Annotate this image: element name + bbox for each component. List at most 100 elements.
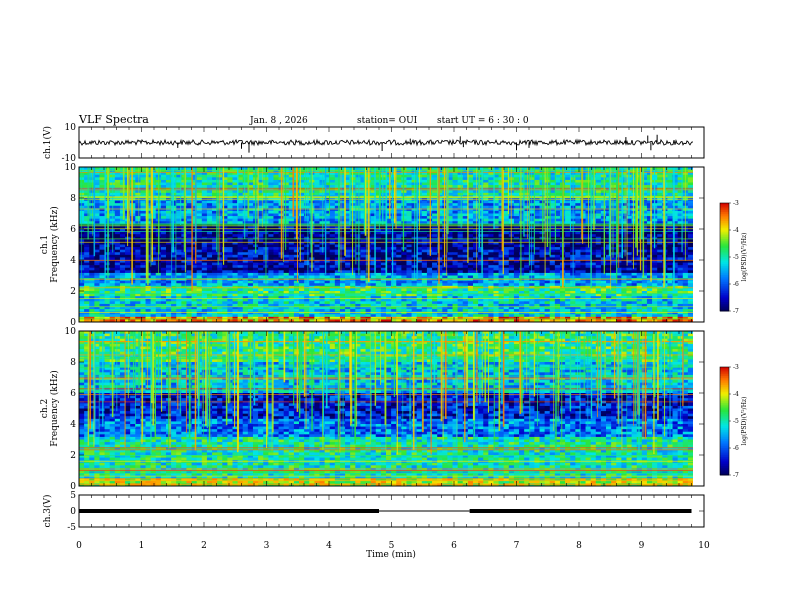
spectrogram-cell bbox=[636, 254, 643, 258]
spectrogram-cell bbox=[150, 226, 157, 230]
spectrogram-cell bbox=[324, 231, 331, 235]
spectrogram-cell bbox=[165, 190, 172, 194]
spectrogram-cell bbox=[416, 236, 423, 240]
spectrogram-cell bbox=[657, 190, 663, 194]
spectrogram-cell bbox=[360, 244, 366, 248]
spectrogram-cell bbox=[314, 267, 320, 271]
spectrogram-cell bbox=[375, 208, 382, 212]
spectrogram-cell bbox=[657, 169, 663, 173]
spectrogram-cell bbox=[339, 257, 346, 261]
spectrogram-cell bbox=[452, 267, 459, 271]
spectrogram-cell bbox=[396, 172, 402, 176]
spectrogram-cell bbox=[498, 229, 505, 232]
spectrogram-cell bbox=[130, 270, 136, 274]
spectrogram-cell bbox=[94, 192, 100, 196]
spectrogram-cell bbox=[467, 218, 474, 222]
spectrogram-cell bbox=[283, 208, 290, 212]
spectrogram-cell bbox=[329, 254, 336, 258]
spectrogram-cell bbox=[554, 203, 561, 207]
spectrogram-cell bbox=[222, 270, 228, 274]
spectrogram-cell bbox=[657, 241, 663, 245]
spectrogram-cell bbox=[237, 254, 244, 258]
spectrogram-cell bbox=[467, 203, 474, 207]
spectrogram-cell bbox=[687, 200, 694, 204]
spectrogram-cell bbox=[493, 234, 499, 238]
spectrogram-cell bbox=[252, 265, 259, 269]
spectrogram-cell bbox=[467, 254, 474, 258]
spectrogram-cell bbox=[206, 229, 213, 232]
spectrogram-cell bbox=[268, 200, 274, 204]
spectrogram-cell bbox=[391, 169, 397, 173]
spectrogram-cell bbox=[621, 265, 627, 269]
spectrogram-cell bbox=[483, 213, 489, 217]
spectrogram-cell bbox=[247, 247, 254, 251]
spectrogram-cell bbox=[222, 213, 228, 217]
spectrogram-cell bbox=[606, 231, 612, 235]
spectrogram-cell bbox=[242, 177, 249, 181]
spectrogram-cell bbox=[114, 210, 121, 214]
spectrogram-cell bbox=[319, 203, 325, 207]
spectrogram-cell bbox=[421, 249, 428, 253]
spectrogram-cell bbox=[646, 203, 653, 207]
spectrogram-cell bbox=[621, 192, 627, 196]
spectrogram-cell bbox=[140, 185, 146, 189]
spectrogram-cell bbox=[529, 239, 535, 243]
spectrogram-cell bbox=[114, 249, 121, 253]
spectrogram-cell bbox=[391, 257, 397, 261]
spectrogram-cell bbox=[140, 249, 146, 253]
spectrogram-cell bbox=[89, 187, 95, 191]
spectrogram-cell bbox=[114, 187, 121, 191]
spectrogram-cell bbox=[508, 262, 515, 266]
spectrogram-cell bbox=[334, 241, 341, 245]
spectrogram-cell bbox=[462, 257, 469, 261]
spectrogram-cell bbox=[462, 223, 469, 227]
spectrogram-cell bbox=[595, 218, 602, 222]
spectrogram-cell bbox=[667, 200, 673, 204]
spectrogram-cell bbox=[462, 182, 469, 186]
spectrogram-cell bbox=[606, 262, 612, 266]
spectrogram-cell bbox=[549, 179, 556, 183]
spectrogram-cell bbox=[329, 234, 336, 238]
spectrogram-cell bbox=[186, 192, 192, 196]
spectrogram-cell bbox=[237, 185, 244, 189]
spectrogram-cell bbox=[319, 234, 325, 238]
spectrogram-cell bbox=[432, 239, 438, 243]
spectrogram-cell bbox=[268, 177, 274, 181]
spectrogram-cell bbox=[99, 236, 105, 240]
spectrogram-cell bbox=[119, 262, 126, 266]
spectrogram-cell bbox=[472, 247, 479, 251]
spectrogram-cell bbox=[657, 221, 663, 225]
spectrogram-cell bbox=[432, 203, 438, 207]
spectrogram-cell bbox=[391, 247, 397, 251]
spectrogram-cell bbox=[191, 218, 198, 222]
spectrogram-cell bbox=[580, 174, 586, 178]
spectrogram-cell bbox=[360, 169, 366, 173]
spectrogram-cell bbox=[416, 241, 423, 245]
spectrogram-cell bbox=[99, 234, 105, 238]
spectrogram-cell bbox=[186, 267, 192, 271]
spectrogram-cell bbox=[186, 221, 192, 225]
spectrogram-cell bbox=[595, 213, 602, 217]
spectrogram-cell bbox=[319, 247, 325, 251]
spectrogram-cell bbox=[580, 208, 586, 212]
spectrogram-cell bbox=[682, 260, 689, 263]
spectrogram-cell bbox=[135, 205, 141, 209]
spectrogram-cell bbox=[150, 182, 157, 186]
spectrogram-cell bbox=[84, 223, 90, 227]
spectrogram-cell bbox=[114, 200, 121, 204]
spectrogram-cell bbox=[488, 185, 494, 189]
spectrogram-cell bbox=[483, 265, 489, 269]
spectrogram-cell bbox=[575, 205, 581, 209]
spectrogram-cell bbox=[626, 241, 632, 245]
spectrogram-cell bbox=[503, 241, 510, 245]
spectrogram-cell bbox=[611, 247, 617, 251]
spectrogram-cell bbox=[201, 260, 208, 263]
spectrogram-cell bbox=[375, 185, 382, 189]
spectrogram-cell bbox=[94, 205, 100, 209]
spectrogram-cell bbox=[447, 244, 453, 248]
spectrogram-cell bbox=[140, 223, 146, 227]
spectrogram-cell bbox=[283, 205, 290, 209]
spectrogram-cell bbox=[304, 257, 310, 261]
spectrogram-cell bbox=[242, 200, 249, 204]
spectrogram-cell bbox=[196, 249, 203, 253]
